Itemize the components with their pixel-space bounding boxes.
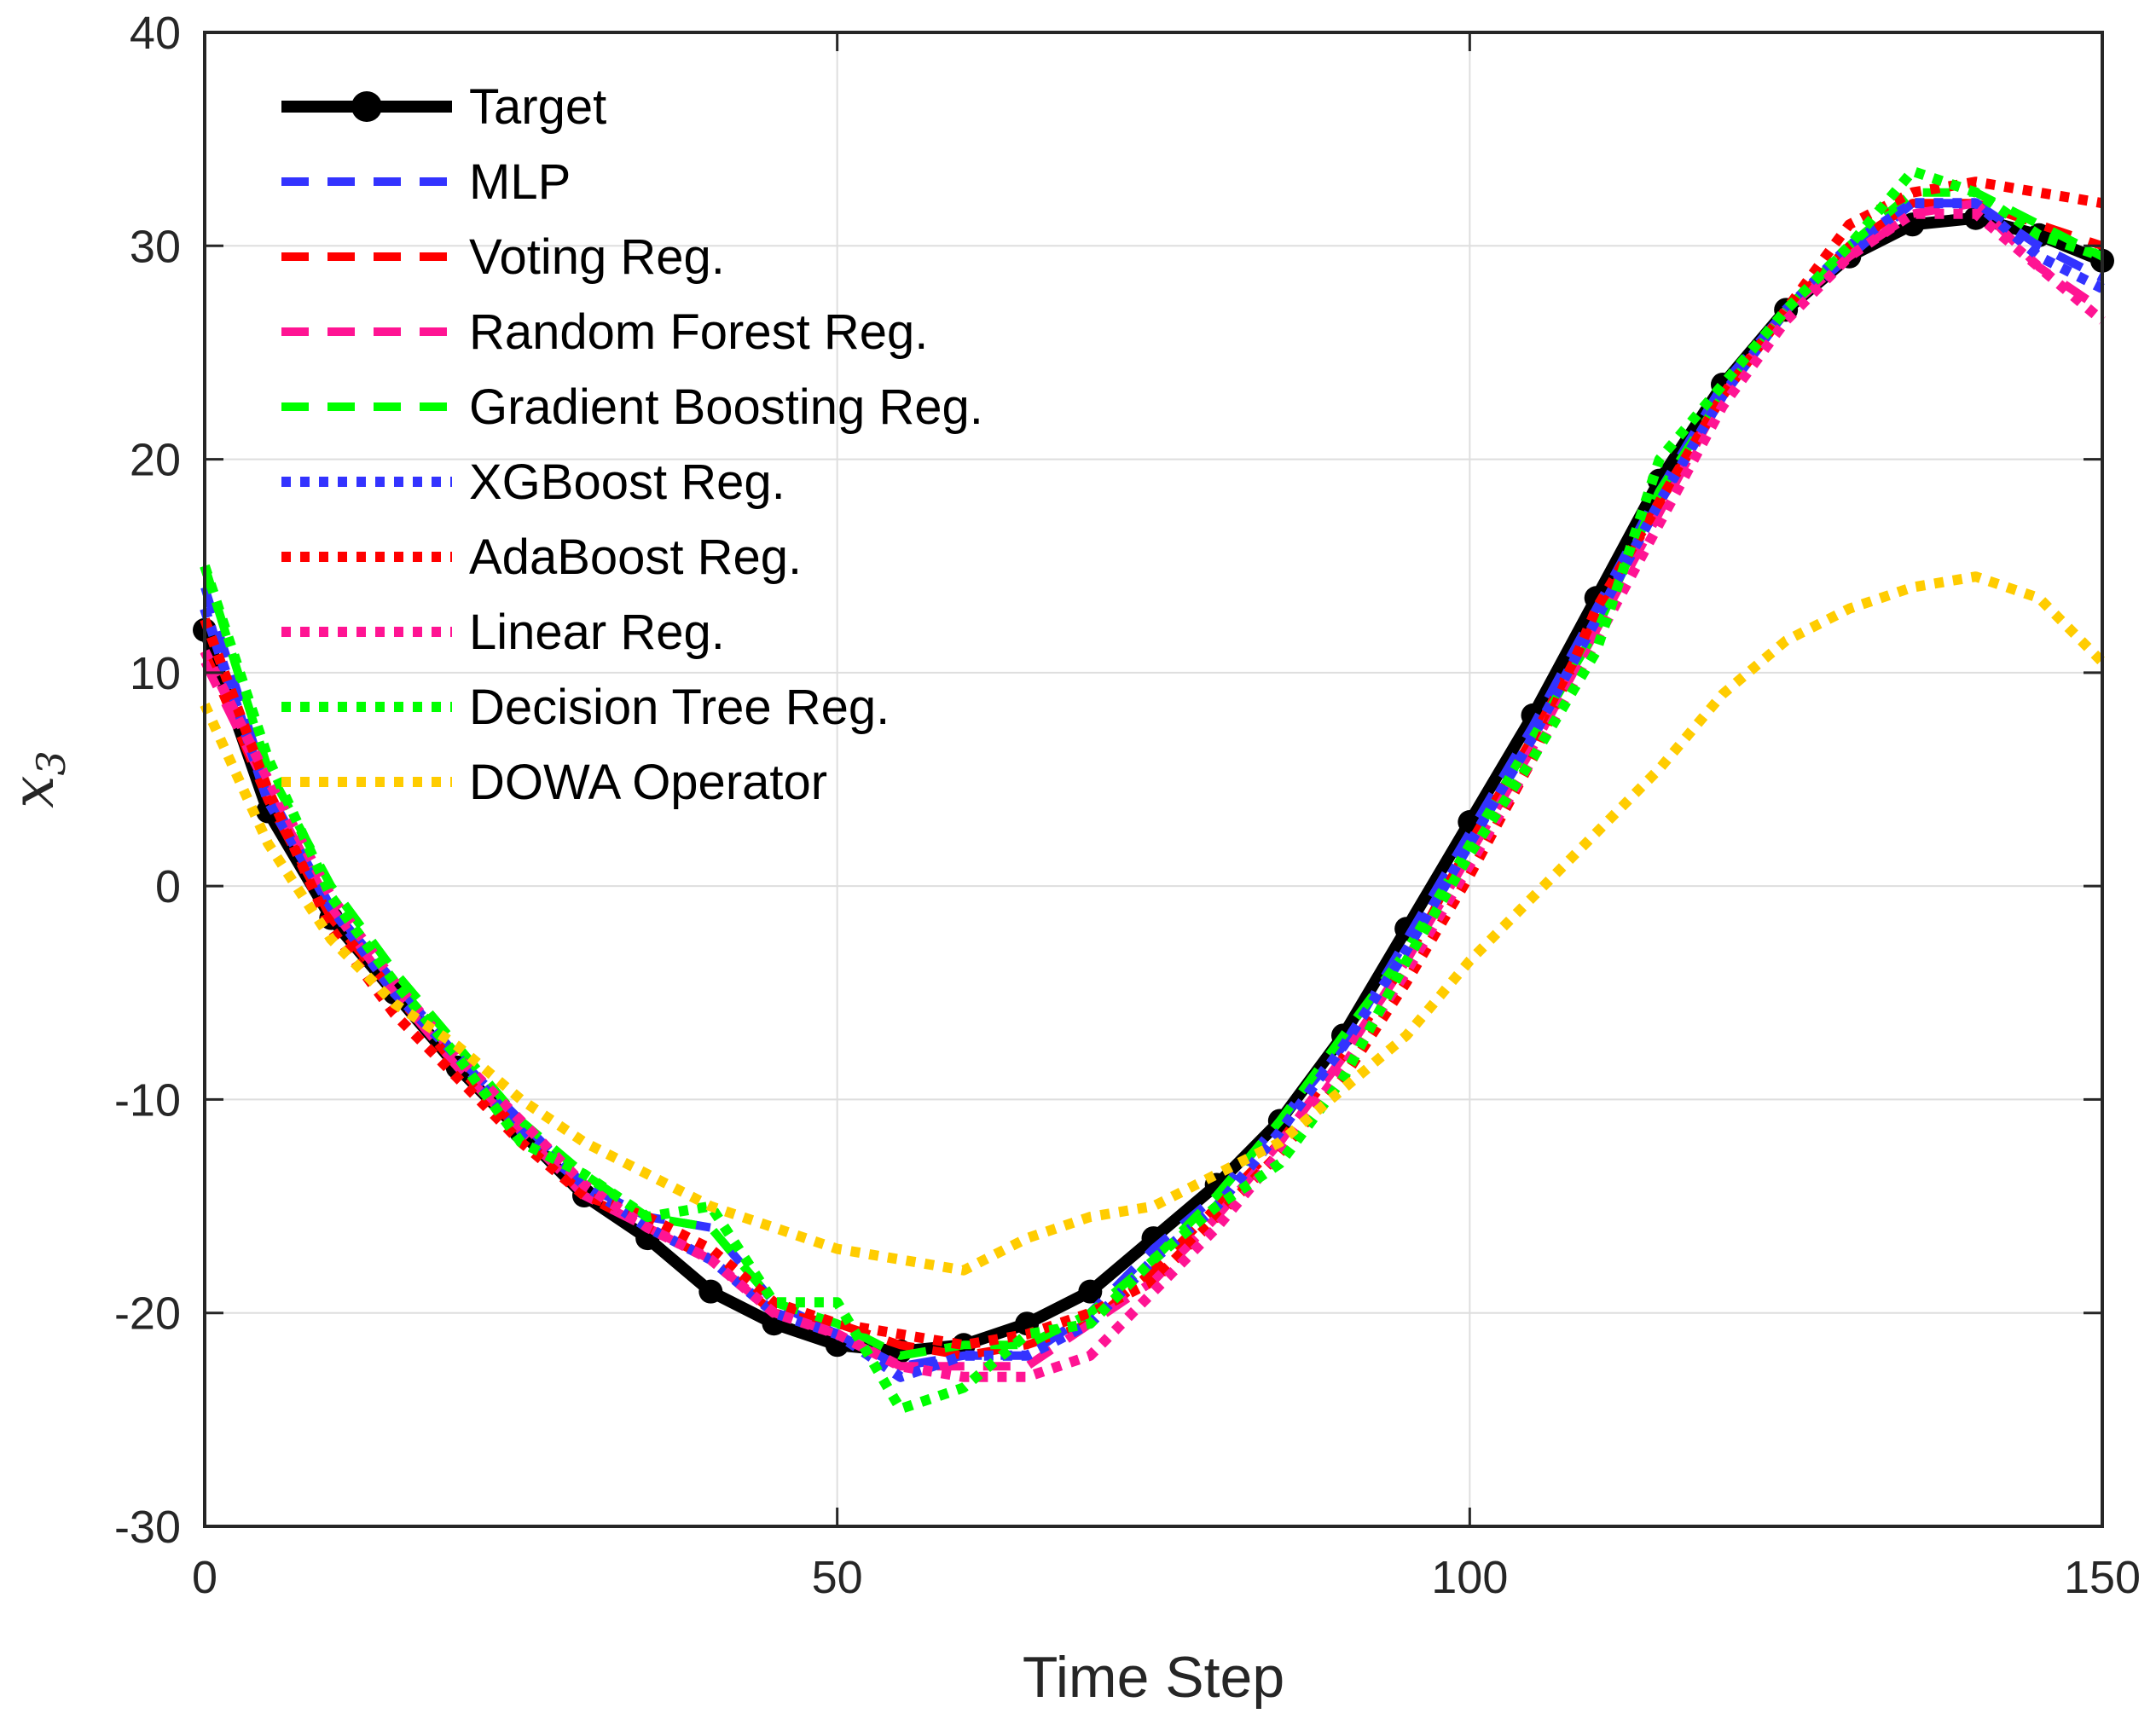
plot-frame [203, 31, 2104, 1528]
y-tick-label: 0 [155, 861, 181, 912]
legend-label-target: Target [469, 79, 606, 135]
x-tick-label: 150 [2064, 1552, 2141, 1603]
y-tick-label: 20 [130, 435, 181, 486]
ticks: 0 50 100 150 -30 -20 -10 0 10 20 30 40 [114, 8, 2141, 1603]
x-tick-label: 0 [192, 1552, 217, 1603]
legend-label-random-forest-reg: Random Forest Reg. [469, 304, 928, 360]
y-tick-label: -20 [114, 1288, 181, 1340]
legend-label-dowa-operator: DOWA Operator [469, 755, 827, 810]
y-tick-label: 40 [130, 8, 181, 59]
legend-label-gradient-boosting-reg: Gradient Boosting Reg. [469, 379, 983, 435]
legend-label-adaboost-reg: AdaBoost Reg. [469, 530, 802, 585]
x-axis-label: Time Step [1023, 1645, 1284, 1710]
grid [204, 32, 2103, 1527]
legend-label-xgboost-reg: XGBoost Reg. [469, 454, 785, 510]
y-axis-label-symbol: x [0, 775, 67, 808]
y-tick-label: 10 [130, 648, 181, 699]
y-tick-label: 30 [130, 221, 181, 272]
legend: Target MLP Voting Reg. Random Forest Reg. Gr… [281, 79, 983, 810]
series-point-target [1078, 1279, 1103, 1304]
series-layer [193, 165, 2114, 1415]
legend-label-mlp: MLP [469, 154, 571, 210]
y-tick-label: -30 [114, 1502, 181, 1553]
legend-marker-target [351, 91, 382, 122]
x-tick-label: 100 [1431, 1552, 1508, 1603]
series-line-decision-tree-reg [200, 165, 2104, 1415]
series-line-dowa-operator [200, 571, 2107, 1276]
legend-label-voting-reg: Voting Reg. [469, 229, 725, 285]
legend-label-decision-tree-reg: Decision Tree Reg. [469, 680, 890, 735]
series-line-xgboost-reg [200, 198, 2105, 1382]
series-line-linear-reg [200, 208, 2106, 1382]
x-tick-label: 50 [812, 1552, 863, 1603]
y-tick-label: -10 [114, 1074, 181, 1126]
legend-label-linear-reg: Linear Reg. [469, 605, 725, 660]
y-axis-label: x3 [0, 750, 74, 808]
series-point-target [698, 1279, 723, 1304]
series-line-mlp [200, 199, 2105, 1371]
y-axis-label-subscript: 3 [28, 750, 74, 775]
